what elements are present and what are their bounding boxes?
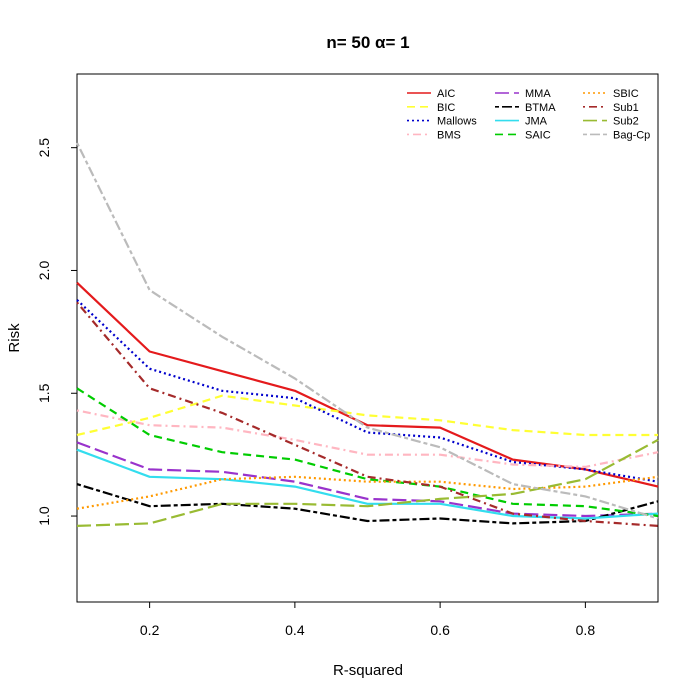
series-line-bic [76, 394, 658, 437]
series-line-bms [76, 409, 659, 468]
series-line-aic [76, 281, 659, 488]
legend-label-jma: JMA [525, 116, 548, 128]
x-axis-label: R-squared [333, 662, 403, 679]
series-line-sub1 [76, 301, 659, 527]
x-axis: 0.2 0.4 0.6 0.8 [140, 602, 595, 638]
series-line-mma [76, 441, 659, 518]
legend-label-mma: MMA [525, 88, 551, 100]
y-tick-label: 1.5 [36, 383, 52, 403]
legend-label-sub2: Sub2 [613, 116, 639, 128]
series-line-saic [76, 387, 659, 518]
series-line-bag-cp [76, 142, 659, 520]
y-tick-label: 2.5 [36, 138, 52, 158]
legend-label-bms: BMS [437, 129, 461, 141]
y-axis: 1.0 1.5 2.0 2.5 [36, 138, 77, 526]
legend-label-aic: AIC [437, 88, 455, 100]
series-line-jma [76, 448, 659, 520]
y-tick-label: 2.0 [36, 261, 52, 281]
series-layer [76, 142, 659, 527]
legend-label-sub1: Sub1 [613, 102, 639, 114]
y-axis-label: Risk [6, 323, 23, 353]
legend-label-saic: SAIC [525, 129, 551, 141]
chart-title: n= 50 α= 1 [326, 33, 409, 52]
plot-frame [76, 73, 659, 603]
legend-label-mallows: Mallows [437, 116, 477, 128]
y-tick-label: 1.0 [36, 506, 52, 526]
series-line-btma [76, 483, 659, 525]
series-line-sub2 [76, 438, 659, 527]
legend-label-sbic: SBIC [613, 88, 639, 100]
legend-label-btma: BTMA [525, 102, 556, 114]
legend-label-bic: BIC [437, 102, 455, 114]
x-tick-label: 0.6 [430, 622, 450, 638]
x-tick-label: 0.2 [140, 622, 160, 638]
series-line-mallows [76, 299, 659, 483]
x-tick-label: 0.4 [285, 622, 305, 638]
x-tick-label: 0.8 [576, 622, 596, 638]
legend-label-bag-cp: Bag-Cp [613, 129, 650, 141]
